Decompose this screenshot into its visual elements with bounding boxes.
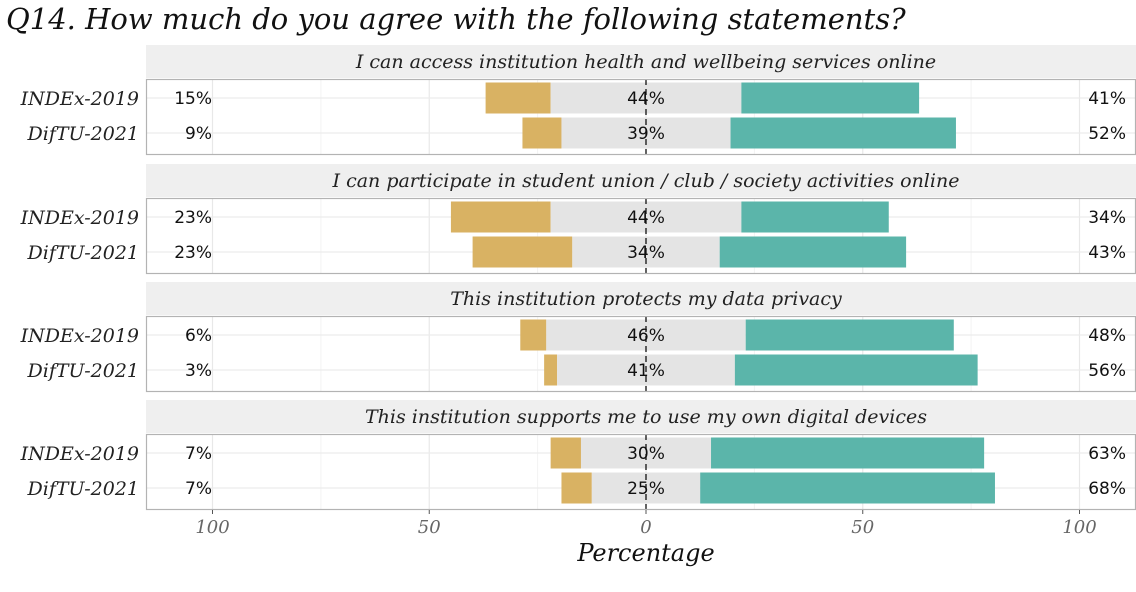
bar-agree: [730, 117, 956, 149]
bar-disagree: [520, 319, 547, 351]
bar-disagree: [561, 472, 592, 504]
panel: This institution protects my data privac…: [20, 282, 1136, 393]
disagree-label: 15%: [174, 89, 212, 109]
bar-disagree: [550, 437, 581, 469]
x-tick-label: 100: [1062, 517, 1096, 538]
disagree-label: 9%: [185, 124, 212, 144]
disagree-label: 3%: [185, 361, 212, 381]
x-tick-label: 0: [640, 517, 651, 538]
group-label: INDEx-2019: [20, 443, 139, 465]
agree-label: 48%: [1088, 326, 1126, 346]
disagree-label: 7%: [185, 479, 212, 499]
chart-title: Q14. How much do you agree with the foll…: [6, 2, 906, 36]
panel: I can participate in student union / clu…: [20, 164, 1136, 275]
disagree-label: 23%: [174, 243, 212, 263]
bar-disagree: [544, 354, 558, 386]
group-label: DifTU-2021: [27, 478, 139, 500]
panel-strip: [146, 400, 1136, 433]
group-label: INDEx-2019: [20, 88, 139, 110]
panel-statement: This institution protects my data privac…: [450, 288, 842, 310]
agree-label: 63%: [1088, 444, 1126, 464]
bar-neutral: [580, 437, 712, 469]
group-label: DifTU-2021: [27, 360, 139, 382]
panel-strip: [146, 164, 1136, 197]
bar-neutral: [550, 82, 742, 114]
group-label: DifTU-2021: [27, 123, 139, 145]
bar-disagree: [450, 201, 551, 233]
panel-statement: I can participate in student union / clu…: [332, 170, 960, 192]
group-label: DifTU-2021: [27, 242, 139, 264]
agree-label: 34%: [1088, 208, 1126, 228]
panel-statement: I can access institution health and well…: [355, 51, 936, 73]
bar-neutral: [546, 319, 746, 351]
panel-statement: This institution supports me to use my o…: [365, 406, 927, 428]
panel: I can access institution health and well…: [20, 45, 1136, 156]
agree-label: 56%: [1088, 361, 1126, 381]
x-tick-label: 50: [418, 517, 441, 538]
agree-label: 41%: [1088, 89, 1126, 109]
panel-strip: [146, 45, 1136, 78]
bar-agree: [719, 236, 907, 268]
agree-label: 68%: [1088, 479, 1126, 499]
agree-label: 43%: [1088, 243, 1126, 263]
bar-agree: [700, 472, 995, 504]
x-tick-label: 50: [851, 517, 874, 538]
bar-agree: [711, 437, 985, 469]
group-label: INDEx-2019: [20, 207, 139, 229]
group-label: INDEx-2019: [20, 325, 139, 347]
x-tick-label: 100: [195, 517, 229, 538]
disagree-label: 6%: [185, 326, 212, 346]
agree-label: 52%: [1088, 124, 1126, 144]
disagree-label: 7%: [185, 444, 212, 464]
bar-agree: [734, 354, 978, 386]
bar-agree: [741, 82, 920, 114]
chart-panels: I can access institution health and well…: [20, 45, 1136, 511]
bar-agree: [745, 319, 954, 351]
panel: This institution supports me to use my o…: [20, 400, 1136, 511]
bar-disagree: [472, 236, 573, 268]
bar-disagree: [485, 82, 551, 114]
bar-agree: [741, 201, 889, 233]
bar-disagree: [522, 117, 562, 149]
x-axis-title: Percentage: [576, 539, 714, 567]
disagree-label: 23%: [174, 208, 212, 228]
panel-strip: [146, 282, 1136, 315]
x-axis: 100 50 0 50 100: [195, 510, 1097, 538]
bar-neutral: [550, 201, 742, 233]
